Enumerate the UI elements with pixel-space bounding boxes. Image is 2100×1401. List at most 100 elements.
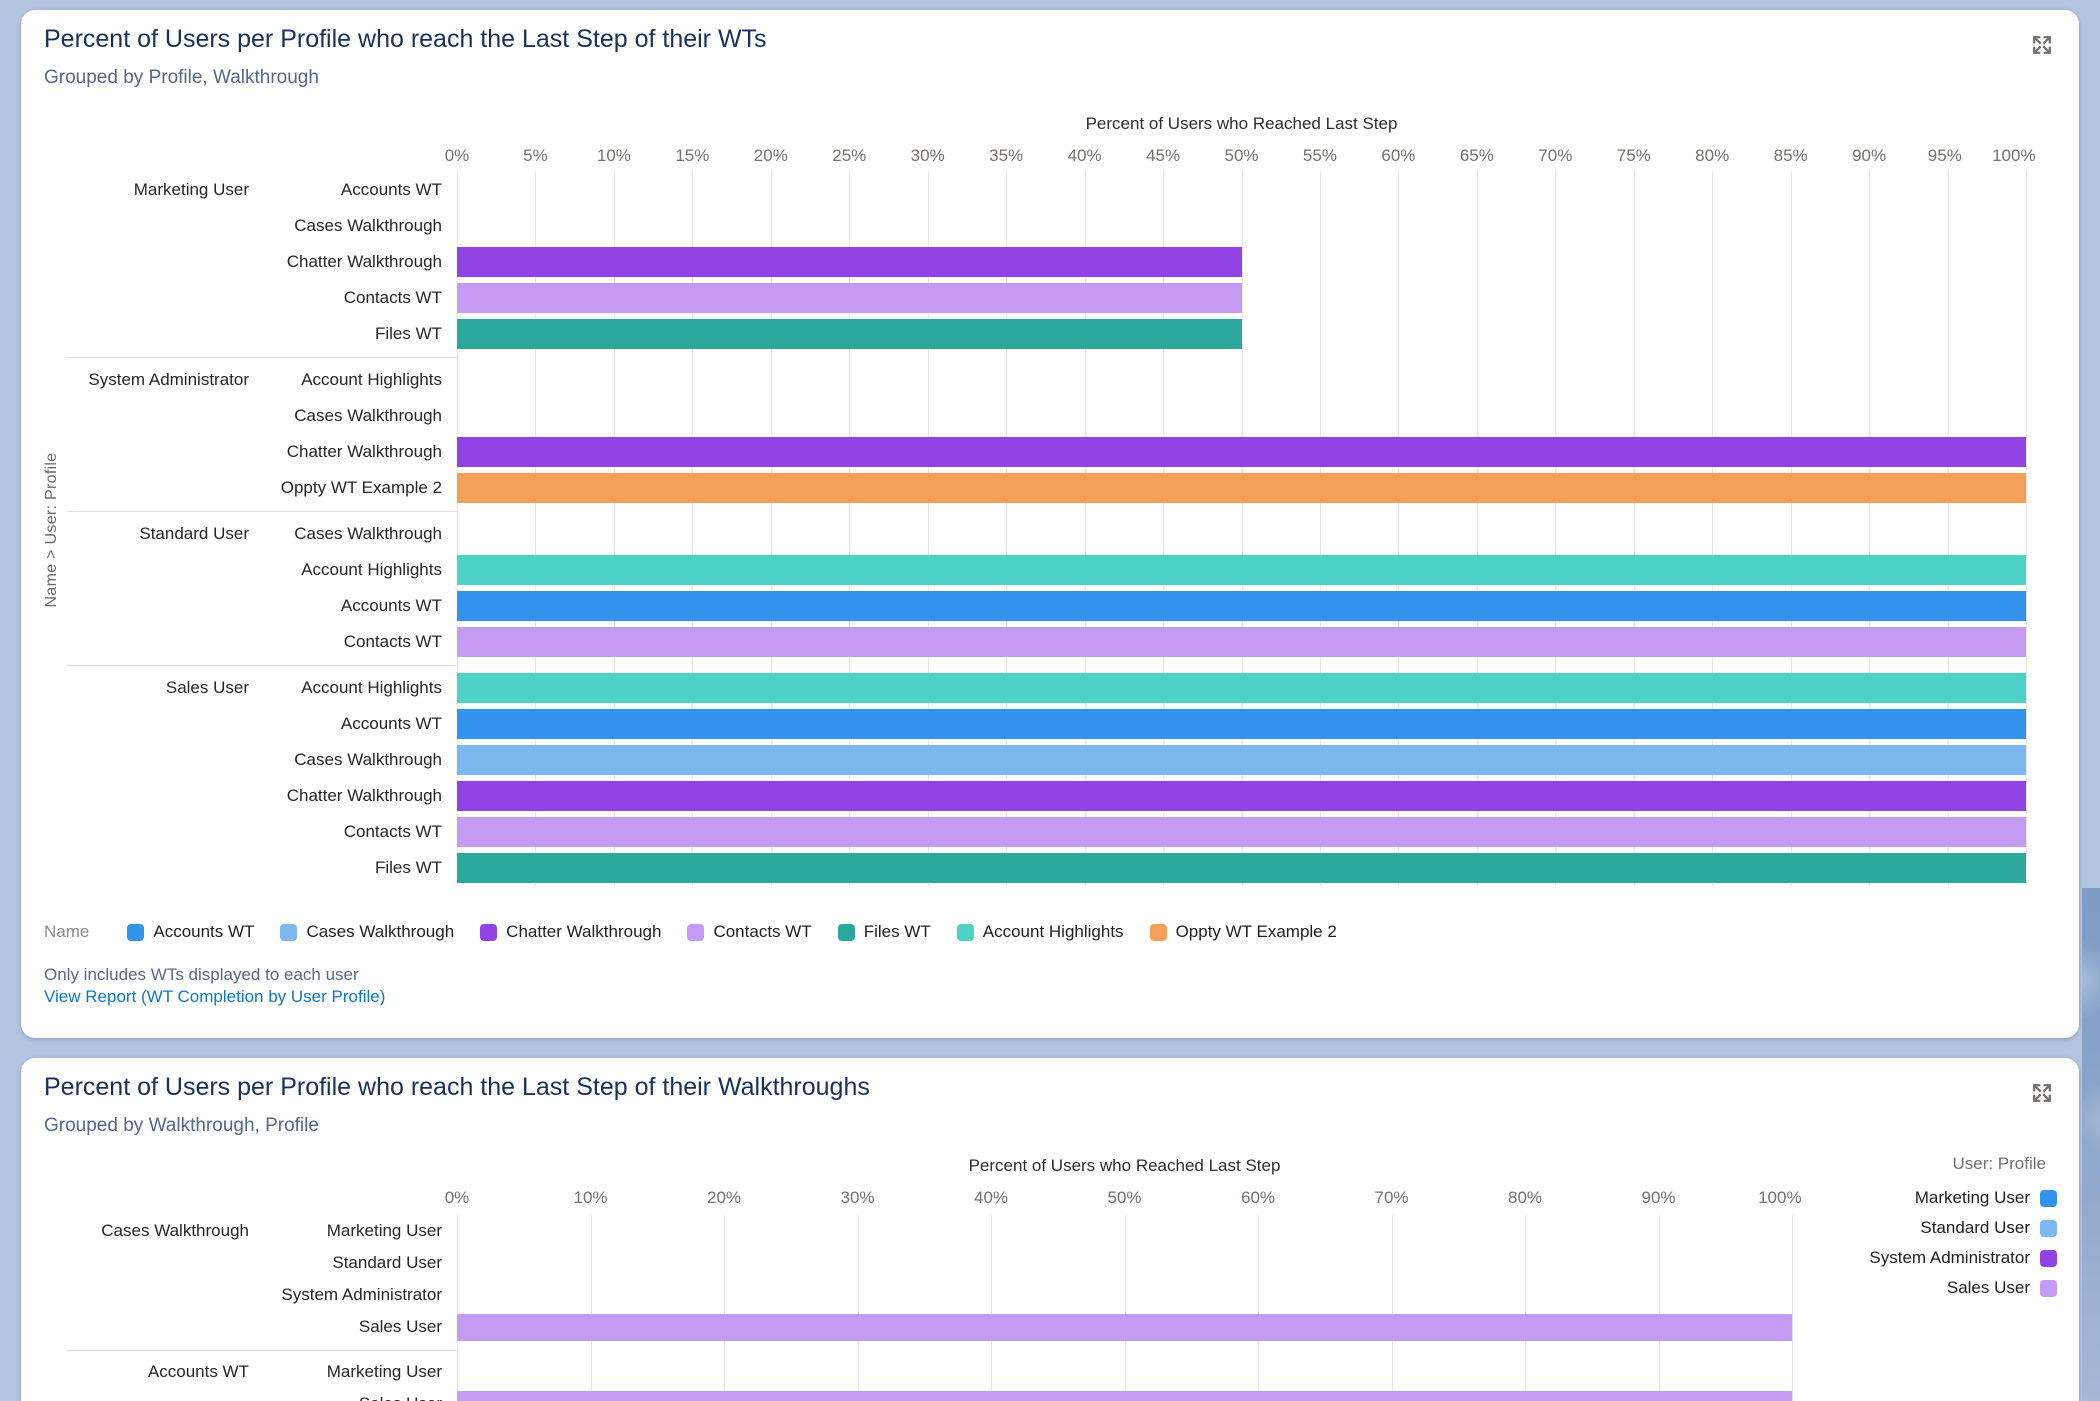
grid-line — [1947, 172, 1949, 886]
group-label: Sales User — [165, 678, 249, 697]
x-tick-label: 70% — [1538, 146, 1573, 165]
card-subtitle: Grouped by Walkthrough, Profile — [44, 1115, 319, 1136]
bar[interactable] — [457, 1390, 1792, 1401]
bar[interactable] — [457, 437, 2026, 467]
row-label: Sales User — [21, 1394, 442, 1401]
row-label: Contacts WT — [343, 822, 442, 841]
bar[interactable] — [457, 247, 1242, 277]
bar[interactable] — [457, 817, 2026, 847]
bar[interactable] — [457, 1313, 1792, 1341]
row-label: Standard User — [332, 1253, 442, 1272]
legend-label: Cases Walkthrough — [306, 922, 455, 941]
grid-line — [927, 172, 929, 886]
bar[interactable] — [457, 781, 2026, 811]
group-label: Marketing User — [133, 180, 249, 199]
x-tick-label: 85% — [1773, 146, 1808, 165]
x-tick-label: 30% — [910, 146, 945, 165]
bar[interactable] — [457, 745, 2026, 775]
x-tick-label: 20% — [706, 1188, 742, 1207]
grid-line — [613, 172, 615, 886]
grid-line — [1006, 172, 1008, 886]
row-label: Accounts WT — [340, 180, 442, 199]
legend-item[interactable]: Account Highlights — [956, 922, 1124, 942]
legend-swatch — [280, 923, 298, 941]
bar[interactable] — [457, 591, 2026, 621]
legend-item[interactable]: Files WT — [837, 922, 931, 942]
bar[interactable] — [457, 709, 2026, 739]
chart-row: Cases Walkthrough — [21, 398, 2079, 434]
grid-line — [770, 172, 772, 886]
legend-item[interactable]: Contacts WT — [687, 922, 812, 942]
row-label: Oppty WT Example 2 — [280, 478, 442, 497]
row-label: Accounts WT — [340, 596, 442, 615]
legend-item[interactable]: Marketing User — [1915, 1188, 2057, 1208]
bar[interactable] — [457, 473, 2026, 503]
grid-line — [1319, 172, 1321, 886]
bar[interactable] — [457, 627, 2026, 657]
legend-item[interactable]: Sales User — [1947, 1278, 2057, 1298]
legend-label: Oppty WT Example 2 — [1175, 922, 1337, 941]
legend-item[interactable]: Chatter Walkthrough — [480, 922, 661, 942]
row-label: Marketing User — [326, 1362, 442, 1381]
x-tick-label: 100% — [1758, 1188, 1802, 1207]
legend-items: Accounts WT Cases Walkthrough Chatter Walk… — [127, 922, 1337, 942]
expand-button[interactable] — [2025, 1076, 2059, 1110]
row-label: Cases Walkthrough — [294, 524, 442, 543]
grid-line — [1792, 1215, 1793, 1401]
grid-line — [1163, 172, 1165, 886]
grid-line — [457, 172, 458, 886]
group-label: Cases Walkthrough — [101, 1221, 249, 1240]
chart-row: Standard User Cases Walkthrough — [21, 516, 2079, 552]
chart-row: Marketing User Accounts WT — [21, 172, 2079, 208]
legend-swatch — [837, 923, 855, 941]
group-separator — [67, 357, 457, 358]
legend-item[interactable]: System Administrator — [1869, 1248, 2057, 1268]
legend-swatch — [2040, 1219, 2057, 1237]
bar[interactable] — [457, 673, 2026, 703]
expand-arrows-icon — [2031, 34, 2053, 56]
row-label: Account Highlights — [301, 678, 442, 697]
x-tick-label: 60% — [1381, 146, 1416, 165]
x-tick-label: 20% — [753, 146, 788, 165]
x-tick-label: 30% — [840, 1188, 875, 1207]
x-tick-label: 0% — [444, 146, 470, 165]
legend-item[interactable]: Standard User — [1920, 1218, 2057, 1238]
expand-button[interactable] — [2025, 28, 2059, 62]
x-tick-label: 65% — [1459, 146, 1494, 165]
grid-line — [857, 1215, 859, 1401]
legend-label: Accounts WT — [153, 922, 255, 941]
grid-line — [991, 1215, 992, 1401]
grid-line — [1525, 1215, 1526, 1401]
grid-line — [724, 1215, 725, 1401]
row-label: Accounts WT — [340, 714, 442, 733]
legend-label: Marketing User — [1914, 1188, 2030, 1207]
grid-line — [590, 1215, 592, 1401]
legend-item[interactable]: Cases Walkthrough — [280, 922, 454, 942]
legend-item[interactable]: Oppty WT Example 2 — [1149, 922, 1337, 942]
chart-row: Sales User — [21, 1311, 2079, 1343]
row-label: Chatter Walkthrough — [286, 252, 442, 271]
x-tick-label: 0% — [444, 1188, 470, 1207]
expand-arrows-icon — [2031, 1082, 2053, 1104]
grid-line — [1241, 172, 1243, 886]
x-tick-label: 70% — [1374, 1188, 1409, 1207]
legend-label: Sales User — [1946, 1278, 2030, 1297]
legend-item[interactable]: Accounts WT — [127, 922, 254, 942]
grid-line — [1790, 172, 1792, 886]
bar[interactable] — [457, 555, 2026, 585]
row-label: Contacts WT — [343, 288, 442, 307]
chart-row: Accounts WT — [21, 706, 2079, 742]
chart-row: Contacts WT — [21, 814, 2079, 850]
row-label: Files WT — [374, 858, 442, 877]
row-label: Chatter Walkthrough — [286, 786, 442, 805]
chart-row: Files WT — [21, 316, 2079, 352]
bar[interactable] — [457, 283, 1242, 313]
view-report-link[interactable]: View Report (WT Completion by User Profi… — [44, 987, 386, 1006]
legend-label: Standard User — [1920, 1218, 2030, 1237]
chart-legend-right: User: Profile Marketing User Standard Use… — [1869, 1154, 2057, 1298]
chart-row: Oppty WT Example 2 — [21, 470, 2079, 506]
bar[interactable] — [457, 853, 2026, 883]
bar[interactable] — [457, 319, 1242, 349]
group-separator — [67, 665, 457, 666]
